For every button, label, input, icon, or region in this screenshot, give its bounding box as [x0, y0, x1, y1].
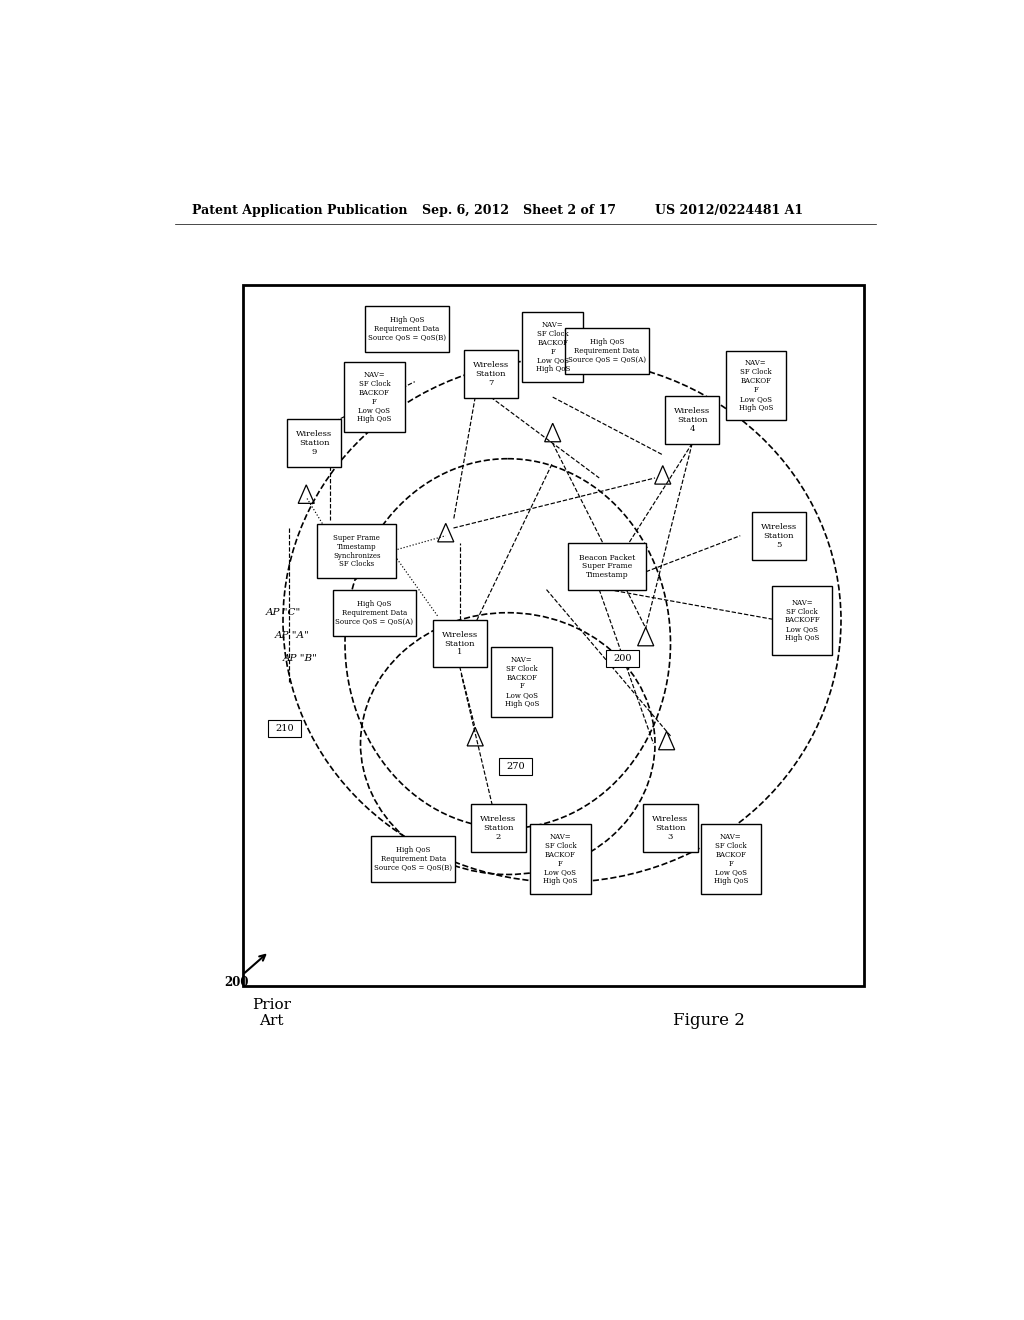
Text: Wireless
Station
1: Wireless Station 1: [441, 631, 478, 656]
Bar: [333, 590, 417, 636]
Text: 200: 200: [224, 975, 249, 989]
Text: Sep. 6, 2012: Sep. 6, 2012: [423, 205, 510, 218]
Text: NAV=
SF Clock
BACKOFF
Low QoS
High QoS: NAV= SF Clock BACKOFF Low QoS High QoS: [784, 598, 820, 643]
Text: Sheet 2 of 17: Sheet 2 of 17: [523, 205, 616, 218]
Bar: [565, 327, 649, 374]
Bar: [606, 651, 639, 668]
Text: Wireless
Station
5: Wireless Station 5: [761, 523, 797, 549]
Bar: [522, 313, 583, 381]
Text: High QoS
Requirement Data
Source QoS = QoS(B): High QoS Requirement Data Source QoS = Q…: [374, 846, 453, 873]
Text: 270: 270: [506, 762, 525, 771]
Text: NAV=
SF Clock
BACKOF
F
Low QoS
High QoS: NAV= SF Clock BACKOF F Low QoS High QoS: [357, 371, 391, 424]
Bar: [568, 544, 646, 590]
Text: NAV=
SF Clock
BACKOF
F
Low QoS
High QoS: NAV= SF Clock BACKOF F Low QoS High QoS: [505, 656, 539, 709]
Bar: [344, 363, 404, 432]
Bar: [492, 647, 552, 717]
Text: High QoS
Requirement Data
Source QoS = QoS(A): High QoS Requirement Data Source QoS = Q…: [336, 599, 414, 626]
Text: Wireless
Station
9: Wireless Station 9: [296, 430, 332, 457]
Text: Super Frame
Timestamp
Synchronizes
SF Clocks: Super Frame Timestamp Synchronizes SF Cl…: [333, 533, 380, 569]
Text: Figure 2: Figure 2: [674, 1012, 745, 1030]
Bar: [700, 825, 761, 894]
Text: High QoS
Requirement Data
Source QoS = QoS(A): High QoS Requirement Data Source QoS = Q…: [568, 338, 646, 364]
Text: Wireless
Station
7: Wireless Station 7: [473, 362, 509, 387]
Bar: [471, 804, 525, 853]
Text: NAV=
SF Clock
BACKOF
F
Low QoS
High QoS: NAV= SF Clock BACKOF F Low QoS High QoS: [536, 321, 570, 374]
Text: 210: 210: [275, 723, 294, 733]
Bar: [317, 524, 396, 578]
Bar: [500, 758, 531, 775]
Bar: [752, 512, 806, 560]
Text: Wireless
Station
2: Wireless Station 2: [480, 816, 516, 841]
Text: 200: 200: [613, 655, 632, 664]
Text: AP "C": AP "C": [265, 609, 301, 618]
Bar: [530, 825, 591, 894]
Text: NAV=
SF Clock
BACKOF
F
Low QoS
High QoS: NAV= SF Clock BACKOF F Low QoS High QoS: [714, 833, 749, 886]
Text: Wireless
Station
3: Wireless Station 3: [652, 816, 688, 841]
Text: Beacon Packet
Super Frame
Timestamp: Beacon Packet Super Frame Timestamp: [579, 553, 635, 579]
Bar: [772, 586, 833, 655]
Text: NAV=
SF Clock
BACKOF
F
Low QoS
High QoS: NAV= SF Clock BACKOF F Low QoS High QoS: [738, 359, 773, 412]
Bar: [464, 350, 518, 397]
Text: AP "A": AP "A": [274, 631, 309, 640]
Text: AP "B": AP "B": [283, 655, 317, 664]
Text: NAV=
SF Clock
BACKOF
F
Low QoS
High QoS: NAV= SF Clock BACKOF F Low QoS High QoS: [544, 833, 578, 886]
Bar: [432, 619, 486, 668]
Bar: [243, 285, 864, 986]
Bar: [372, 836, 455, 882]
Text: US 2012/0224481 A1: US 2012/0224481 A1: [655, 205, 803, 218]
Text: Prior
Art: Prior Art: [252, 998, 291, 1028]
Bar: [726, 351, 786, 420]
Bar: [665, 396, 719, 444]
Text: Wireless
Station
4: Wireless Station 4: [674, 408, 711, 433]
Bar: [366, 306, 449, 352]
Bar: [287, 420, 341, 467]
Text: High QoS
Requirement Data
Source QoS = QoS(B): High QoS Requirement Data Source QoS = Q…: [368, 317, 446, 342]
Bar: [643, 804, 697, 853]
Text: Patent Application Publication: Patent Application Publication: [191, 205, 408, 218]
Bar: [268, 719, 301, 737]
